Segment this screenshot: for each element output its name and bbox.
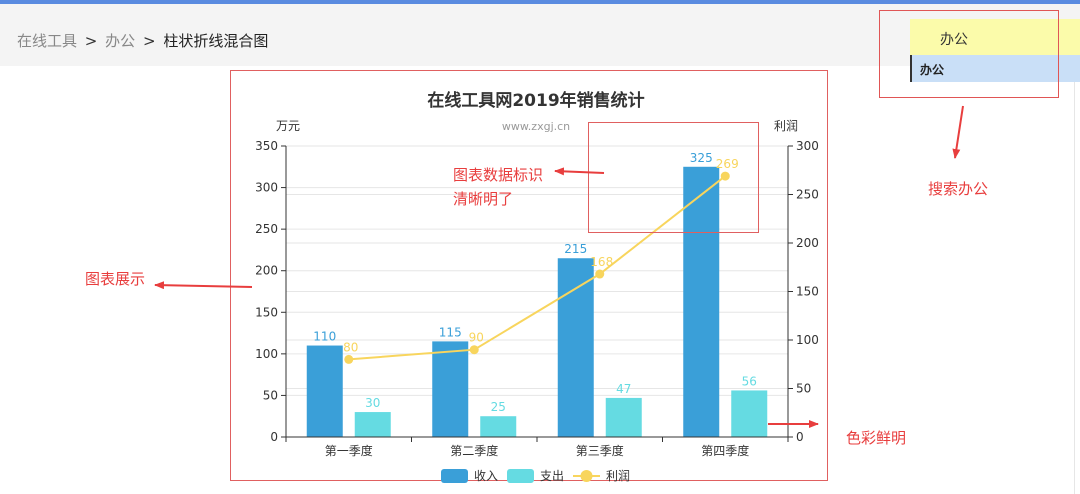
left-axis-tick-label: 0 <box>270 430 278 444</box>
bar-expense <box>605 397 642 437</box>
bar-data-label: 56 <box>742 374 757 388</box>
x-axis-tick-label: 第一季度 <box>325 443 373 458</box>
bar-data-label: 47 <box>616 382 631 396</box>
main-content <box>6 66 1074 494</box>
annotation-data-labels-line2: 清晰明了 <box>453 190 514 208</box>
x-axis-tick-label: 第二季度 <box>450 443 498 458</box>
profit-data-label: 269 <box>716 157 739 171</box>
profit-line <box>348 175 726 361</box>
bar-data-label: 115 <box>439 325 462 339</box>
profit-point <box>720 171 730 181</box>
search-suggestion-item[interactable]: 办公 <box>910 55 1080 82</box>
profit-data-label: 80 <box>343 340 358 354</box>
annotation-data-labels-line1: 图表数据标识 <box>453 166 544 184</box>
search-suggestion-label: 办公 <box>920 63 945 77</box>
header-bar: 在线工具 > 办公 > 柱状折线混合图 <box>0 4 1080 66</box>
right-axis-tick-label: 300 <box>796 139 819 153</box>
left-axis-title: 万元 <box>276 119 300 133</box>
right-axis-tick-label: 200 <box>796 236 819 250</box>
right-axis-tick-label: 150 <box>796 285 819 299</box>
bar-data-label: 215 <box>564 242 587 256</box>
left-axis-tick-label: 100 <box>255 347 278 361</box>
chart-legend: 收入 支出 利润 <box>441 469 630 483</box>
bar-expense <box>731 390 768 437</box>
bar-data-label: 110 <box>313 330 336 344</box>
bar-data-label: 325 <box>690 151 713 165</box>
profit-point <box>469 345 479 355</box>
chart-profit-line: 80 90 168 269 <box>343 157 739 364</box>
right-axis-tick-label: 0 <box>796 430 804 444</box>
bar-data-label: 30 <box>365 396 380 410</box>
annotation-chart-display: 图表展示 <box>85 270 146 288</box>
x-axis-tick-label: 第三季度 <box>576 443 624 458</box>
legend-swatch[interactable] <box>507 469 534 483</box>
right-axis-tick-label: 250 <box>796 188 819 202</box>
right-axis-title: 利润 <box>774 119 798 133</box>
bar-income <box>306 345 343 437</box>
breadcrumb-link-online-tools[interactable]: 在线工具 <box>17 32 78 50</box>
bar-expense <box>480 416 517 437</box>
left-axis-tick-label: 200 <box>255 264 278 278</box>
profit-point <box>595 269 605 279</box>
breadcrumb-link-office[interactable]: 办公 <box>105 32 136 50</box>
content-right-border <box>1074 66 1075 494</box>
search-input[interactable]: 办公 <box>910 19 1080 55</box>
legend-swatch[interactable] <box>441 469 468 483</box>
breadcrumb-current-page: 柱状折线混合图 <box>163 32 269 50</box>
bar-income <box>557 258 594 437</box>
search-highlight-frame <box>879 10 1059 98</box>
right-axis-tick-label: 100 <box>796 333 819 347</box>
chart-data-labels: 110 115 215 325 30 25 47 56 <box>313 151 757 414</box>
left-axis-tick-label: 350 <box>255 139 278 153</box>
profit-point <box>344 354 354 364</box>
profit-data-label: 168 <box>590 255 613 269</box>
legend-label[interactable]: 收入 <box>474 469 498 483</box>
annotation-colors-vivid: 色彩鲜明 <box>846 429 907 447</box>
top-accent-bar <box>0 0 1080 4</box>
breadcrumb-separator: > <box>142 32 156 50</box>
search-input-value: 办公 <box>940 32 968 48</box>
legend-label[interactable]: 支出 <box>540 469 564 483</box>
bar-income <box>432 341 469 437</box>
legend-label[interactable]: 利润 <box>606 469 630 483</box>
left-axis-tick-label: 150 <box>255 305 278 319</box>
bar-data-label: 25 <box>491 400 506 414</box>
bar-expense <box>354 412 391 437</box>
left-axis-tick-label: 50 <box>263 388 278 402</box>
left-axis-tick-label: 300 <box>255 181 278 195</box>
legend-swatch-dot[interactable] <box>580 470 593 482</box>
chart-watermark: www.zxgj.cn <box>502 120 570 133</box>
chart-axes: 0 50 100 150 200 250 300 350 0 50 100 150 200 250 300 第… <box>255 139 819 458</box>
left-axis-tick-label: 250 <box>255 222 278 236</box>
annotation-search-office: 搜索办公 <box>928 180 989 198</box>
data-label-highlight-frame <box>588 122 759 233</box>
profit-data-label: 90 <box>469 331 484 345</box>
breadcrumb-separator: > <box>84 32 98 50</box>
right-axis-tick-label: 50 <box>796 382 811 396</box>
chart-title: 在线工具网2019年销售统计 <box>427 90 644 111</box>
breadcrumb: 在线工具 > 办公 > 柱状折线混合图 <box>17 30 268 51</box>
x-axis-tick-label: 第四季度 <box>701 443 749 458</box>
bar-income <box>683 166 720 438</box>
